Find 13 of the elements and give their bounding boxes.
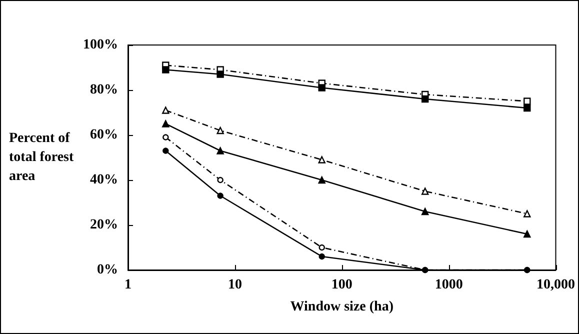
x-tick-label: 1000: [434, 278, 463, 292]
y-tick-label: 60%: [90, 128, 118, 142]
y-tick-label: 100%: [83, 38, 118, 52]
x-tick-label: 100: [331, 278, 352, 292]
y-axis-title: Percent of total forest area: [9, 131, 78, 184]
x-tick-label: 10,000: [536, 278, 575, 292]
x-tick-label: 10: [228, 278, 242, 292]
y-tick-label: 80%: [90, 82, 118, 98]
y-tick-label: 40%: [90, 172, 118, 188]
x-axis-title: Window size (ha): [290, 300, 394, 314]
y-tick-label: 20%: [90, 218, 118, 232]
x-tick-label: 1: [124, 278, 132, 292]
y-tick-label: 0%: [97, 262, 118, 278]
